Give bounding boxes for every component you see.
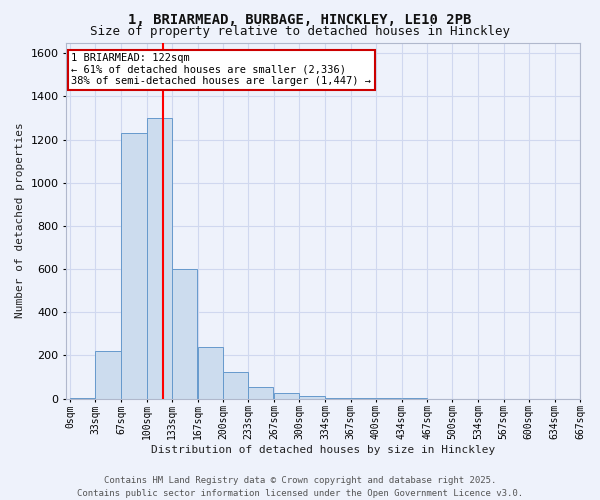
Bar: [198, 347, 223, 399]
Y-axis label: Number of detached properties: Number of detached properties: [15, 122, 25, 318]
Bar: [95, 351, 121, 399]
Text: 1 BRIARMEAD: 122sqm
← 61% of detached houses are smaller (2,336)
38% of semi-det: 1 BRIARMEAD: 122sqm ← 61% of detached ho…: [71, 53, 371, 86]
Text: Size of property relative to detached houses in Hinckley: Size of property relative to detached ho…: [90, 25, 510, 38]
Bar: [172, 269, 197, 398]
Bar: [121, 133, 146, 398]
X-axis label: Distribution of detached houses by size in Hinckley: Distribution of detached houses by size …: [151, 445, 495, 455]
Bar: [248, 387, 274, 398]
Bar: [274, 393, 299, 398]
Bar: [223, 372, 248, 398]
Bar: [299, 396, 325, 398]
Text: 1, BRIARMEAD, BURBAGE, HINCKLEY, LE10 2PB: 1, BRIARMEAD, BURBAGE, HINCKLEY, LE10 2P…: [128, 12, 472, 26]
Bar: [146, 118, 172, 398]
Text: Contains HM Land Registry data © Crown copyright and database right 2025.
Contai: Contains HM Land Registry data © Crown c…: [77, 476, 523, 498]
